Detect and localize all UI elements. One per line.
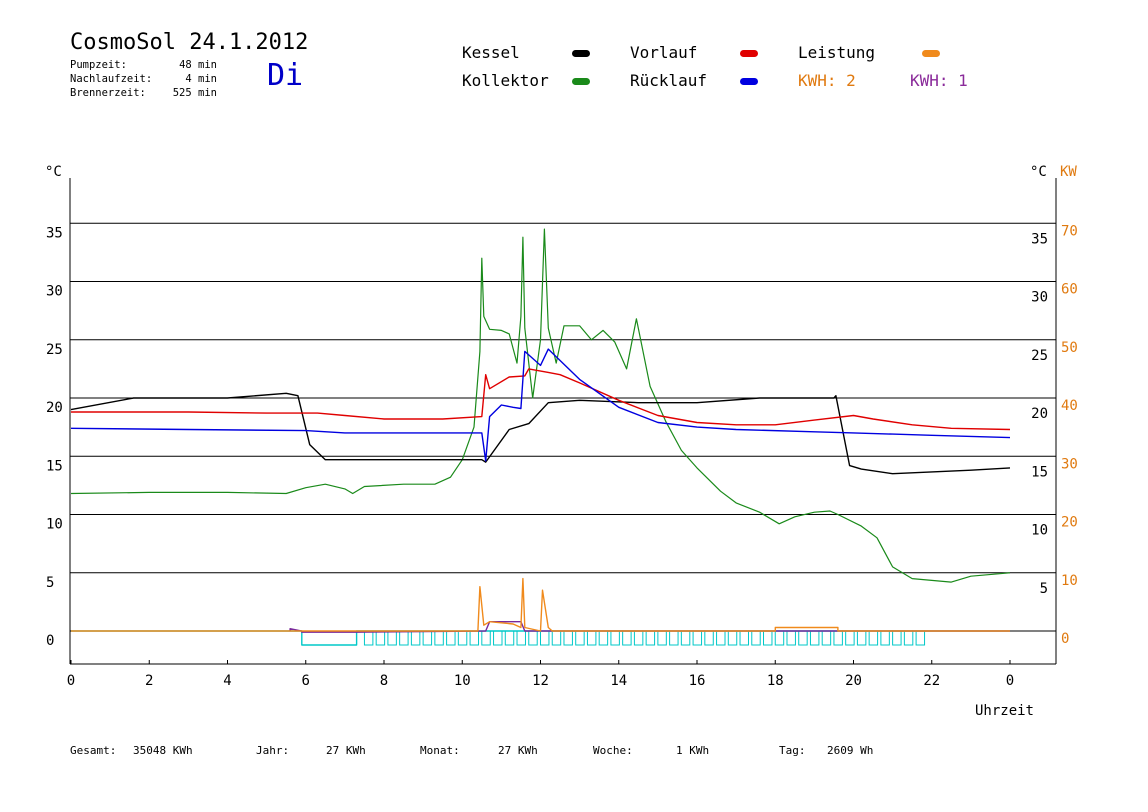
x-axis-label: Uhrzeit <box>975 703 1034 719</box>
footer-jahr-label: Jahr: <box>256 744 290 757</box>
kw-tick-label: 30 <box>1061 456 1078 472</box>
series-line-kessel <box>70 392 1011 475</box>
x-tick-label: 14 <box>610 673 627 689</box>
footer-woche-label: Woche: <box>593 744 633 757</box>
y-tick-label: 20 <box>46 400 63 416</box>
legend-kwh-burner: KWH: 1 <box>910 71 968 90</box>
x-tick-label: 0 <box>67 673 75 689</box>
kw-tick-label: 0 <box>1061 631 1069 647</box>
y-tick-label: 0 <box>46 633 54 649</box>
legend-ruecklauf-swatch <box>740 78 758 85</box>
legend-vorlauf-swatch <box>740 50 758 57</box>
y-tick-label: 15 <box>46 458 63 474</box>
x-tick-label: 22 <box>923 673 940 689</box>
legend-kessel-label: Kessel <box>462 43 520 62</box>
y-axis-unit-right: °C <box>1030 164 1047 180</box>
series-line-leistung <box>71 577 1010 632</box>
x-tick-label: 8 <box>380 673 388 689</box>
stat-value-nachlaufzeit: 4 min <box>185 73 217 85</box>
footer-woche-value: 1 KWh <box>676 744 710 757</box>
stat-value-pumpzeit: 48 min <box>179 59 217 71</box>
kw-tick-label: 60 <box>1061 282 1078 298</box>
footer-jahr-value: 27 KWh <box>326 744 366 757</box>
y-tick-label: 35 <box>46 225 63 241</box>
x-tick-label: 20 <box>845 673 862 689</box>
stat-label-nachlaufzeit: Nachlaufzeit: <box>70 73 153 85</box>
footer-gesamt-label: Gesamt: <box>70 744 117 757</box>
legend-ruecklauf-label: Rücklauf <box>630 71 708 90</box>
x-tick-label: 2 <box>145 673 153 689</box>
kw-tick-label: 40 <box>1061 398 1078 414</box>
y-tick-label: 5 <box>46 575 54 591</box>
y-tick-label-right: 25 <box>1031 348 1048 364</box>
pump-pulse-band <box>363 631 926 646</box>
x-tick-label: 0 <box>1006 673 1014 689</box>
footer-gesamt-value: 35048 KWh <box>133 744 193 757</box>
x-tick-label: 4 <box>223 673 231 689</box>
series-line-ruecklauf <box>70 348 1011 462</box>
weekday-label: Di <box>267 58 304 93</box>
legend-kollektor-label: Kollektor <box>462 71 549 90</box>
footer-monat-value: 27 KWh <box>498 744 538 757</box>
kw-tick-label: 20 <box>1061 515 1078 531</box>
x-tick-label: 10 <box>454 673 471 689</box>
x-tick-label: 6 <box>302 673 310 689</box>
y-axis-unit-left: °C <box>45 164 62 180</box>
legend-leistung-swatch <box>922 50 940 57</box>
kw-tick-label: 70 <box>1061 223 1078 239</box>
y-tick-label: 10 <box>46 517 63 533</box>
legend-kessel-swatch <box>572 50 590 57</box>
x-tick-label: 18 <box>767 673 784 689</box>
series-line-vorlauf <box>71 368 1011 431</box>
x-tick-label: 16 <box>689 673 706 689</box>
footer-tag-value: 2609 Wh <box>827 744 874 757</box>
legend-kollektor-swatch <box>572 78 590 85</box>
kw-tick-label: 50 <box>1061 340 1078 356</box>
chart-title: CosmoSol 24.1.2012 <box>70 30 309 55</box>
footer-monat-label: Monat: <box>420 744 460 757</box>
kw-tick-label: 10 <box>1061 573 1078 589</box>
x-tick-label: 12 <box>532 673 549 689</box>
stat-label-brennerzeit: Brennerzeit: <box>70 87 146 99</box>
y-tick-label-right: 10 <box>1031 523 1048 539</box>
legend-vorlauf-label: Vorlauf <box>630 43 698 62</box>
y-tick-label-right: 15 <box>1031 464 1048 480</box>
stat-label-pumpzeit: Pumpzeit: <box>70 59 127 71</box>
y-tick-label-right: 30 <box>1031 290 1048 306</box>
y-tick-label-right: 20 <box>1031 406 1048 422</box>
footer-tag-label: Tag: <box>779 744 806 757</box>
y-tick-label-right: 35 <box>1031 231 1048 247</box>
y-axis-unit-kw: KW <box>1060 164 1077 180</box>
y-tick-label: 30 <box>46 284 63 300</box>
legend-leistung-label: Leistung <box>798 43 876 62</box>
legend-kwh-solar: KWH: 2 <box>798 71 856 90</box>
y-tick-label-right: 5 <box>1040 581 1048 597</box>
stat-value-brennerzeit: 525 min <box>172 87 217 99</box>
y-tick-label: 25 <box>46 342 63 358</box>
series-line-kollektor <box>70 228 1011 583</box>
